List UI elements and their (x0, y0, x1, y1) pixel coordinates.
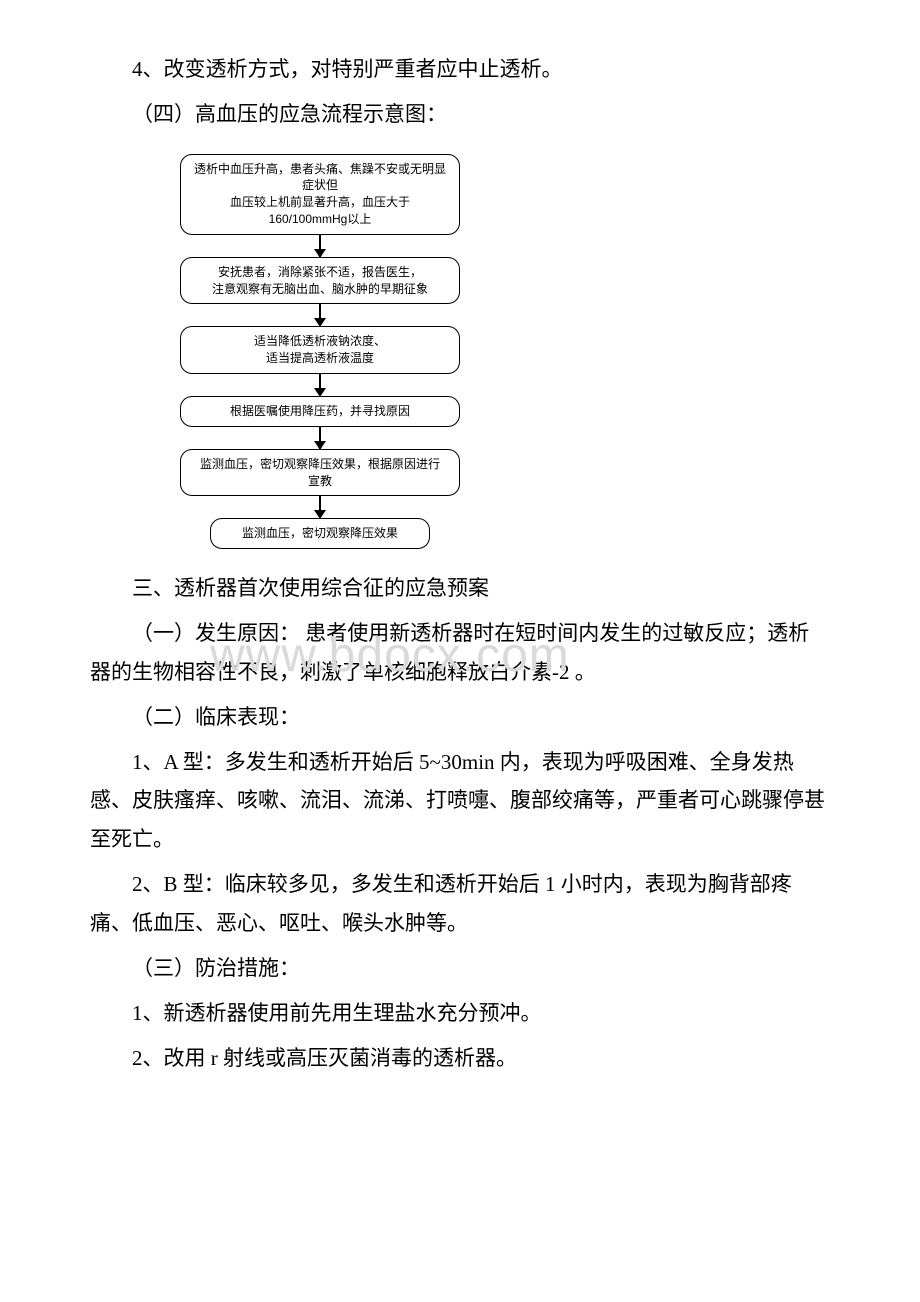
flow-arrow-4 (319, 427, 321, 449)
paragraph-3-1: （一）发生原因： 患者使用新透析器时在短时间内发生的过敏反应；透析器的生物相容性… (90, 614, 830, 692)
flow-node-6-text: 监测血压，密切观察降压效果 (221, 525, 419, 542)
flow-arrow-2 (319, 304, 321, 326)
flow-node-3: 适当降低透析液钠浓度、 适当提高透析液温度 (180, 326, 460, 374)
flow-node-3-line1: 适当降低透析液钠浓度、 (191, 333, 449, 350)
flow-node-2-line2: 注意观察有无脑出血、脑水肿的早期征象 (191, 281, 449, 298)
flow-node-4-text: 根据医嘱使用降压药，并寻找原因 (191, 403, 449, 420)
flow-node-6: 监测血压，密切观察降压效果 (210, 518, 430, 549)
flow-arrow-3 (319, 374, 321, 396)
paragraph-3-2: （二）临床表现： (90, 698, 830, 737)
flow-node-1-line1: 透析中血压升高，患者头痛、焦躁不安或无明显症状但 (191, 161, 449, 195)
flow-node-5-line2: 宣教 (191, 473, 449, 490)
paragraph-3-2-2: 2、B 型：临床较多见，多发生和透析开始后 1 小时内，表现为胸背部疼痛、低血压… (90, 865, 830, 943)
flow-node-3-line2: 适当提高透析液温度 (191, 350, 449, 367)
flow-arrow-5 (319, 496, 321, 518)
flow-node-5-line1: 监测血压，密切观察降压效果，根据原因进行 (191, 456, 449, 473)
flow-node-1-line2: 血压较上机前显著升高，血压大于160/100mmHg以上 (191, 194, 449, 228)
paragraph-3-2-1: 1、A 型：多发生和透析开始后 5~30min 内，表现为呼吸困难、全身发热感、… (90, 743, 830, 860)
flowchart-hypertension: 透析中血压升高，患者头痛、焦躁不安或无明显症状但 血压较上机前显著升高，血压大于… (150, 154, 490, 550)
flow-arrow-1 (319, 235, 321, 257)
flow-node-2: 安抚患者，消除紧张不适，报告医生， 注意观察有无脑出血、脑水肿的早期征象 (180, 257, 460, 305)
flow-node-2-line1: 安抚患者，消除紧张不适，报告医生， (191, 264, 449, 281)
heading-section-3: 三、透析器首次使用综合征的应急预案 (90, 569, 830, 608)
flow-node-5: 监测血压，密切观察降压效果，根据原因进行 宣教 (180, 449, 460, 497)
paragraph-3-3-1: 1、新透析器使用前先用生理盐水充分预冲。 (90, 994, 830, 1033)
paragraph-section-4: （四）高血压的应急流程示意图： (90, 95, 830, 134)
paragraph-3-3-2: 2、改用 r 射线或高压灭菌消毒的透析器。 (90, 1039, 830, 1078)
paragraph-4: 4、改变透析方式，对特别严重者应中止透析。 (90, 50, 830, 89)
flow-node-1: 透析中血压升高，患者头痛、焦躁不安或无明显症状但 血压较上机前显著升高，血压大于… (180, 154, 460, 235)
paragraph-3-3: （三）防治措施： (90, 949, 830, 988)
flow-node-4: 根据医嘱使用降压药，并寻找原因 (180, 396, 460, 427)
